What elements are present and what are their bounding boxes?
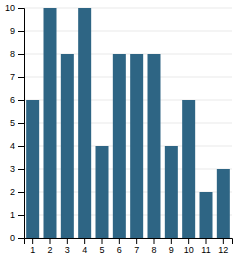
bar: [217, 169, 230, 238]
plot: 012345678910123456789101112: [5, 3, 233, 255]
y-tick-label: 10: [5, 3, 15, 13]
x-tick: 8: [151, 238, 156, 255]
x-tick: 7: [134, 238, 139, 255]
x-tick-label: 2: [47, 245, 52, 255]
y-tick-label: 7: [10, 72, 15, 82]
bar: [113, 54, 126, 238]
y-tick-mark: [18, 77, 24, 78]
y-tick: 0: [10, 233, 24, 243]
y-tick: 10: [5, 3, 24, 13]
x-tick-label: 6: [117, 245, 122, 255]
y-tick-label: 0: [10, 233, 15, 243]
y-axis-line: [18, 9, 25, 239]
y-tick: 1: [10, 210, 24, 220]
y-tick-label: 5: [10, 118, 15, 128]
x-tick: 1: [30, 238, 35, 255]
x-tick: 9: [169, 238, 174, 255]
x-axis: 123456789101112: [25, 238, 233, 255]
x-tick-label: 8: [151, 245, 156, 255]
x-tick: 3: [65, 238, 70, 255]
y-tick-label: 6: [10, 95, 15, 105]
x-tick-mark: [171, 238, 172, 244]
x-tick-mark: [67, 238, 68, 244]
x-tick: 10: [184, 238, 194, 255]
bar: [78, 8, 91, 238]
x-tick-label: 4: [82, 245, 87, 255]
bar: [165, 146, 178, 238]
y-tick-label: 8: [10, 49, 15, 59]
bar: [44, 8, 57, 238]
bar: [200, 192, 213, 238]
x-axis-line: [25, 239, 233, 245]
y-tick: 8: [10, 49, 24, 59]
y-tick-label: 4: [10, 141, 15, 151]
y-tick: 3: [10, 164, 24, 174]
y-tick: 7: [10, 72, 24, 82]
y-tick-label: 2: [10, 187, 15, 197]
x-tick-mark: [84, 238, 85, 244]
x-tick: 12: [218, 238, 228, 255]
x-tick-mark: [102, 238, 103, 244]
grid: [24, 8, 232, 238]
x-tick-label: 1: [30, 245, 35, 255]
x-tick: 6: [117, 238, 122, 255]
y-tick-mark: [18, 169, 24, 170]
x-tick-mark: [154, 238, 155, 244]
y-tick-label: 9: [10, 26, 15, 36]
y-tick-mark: [18, 100, 24, 101]
x-tick-mark: [119, 238, 120, 244]
x-tick-mark: [32, 238, 33, 244]
bar: [61, 54, 74, 238]
y-tick: 2: [10, 187, 24, 197]
y-tick-mark: [18, 123, 24, 124]
chart: 012345678910123456789101112: [0, 0, 240, 258]
y-tick-mark: [18, 238, 24, 239]
bar: [130, 54, 143, 238]
x-tick-label: 10: [184, 245, 194, 255]
x-tick-mark: [223, 238, 224, 244]
y-tick-mark: [18, 8, 24, 9]
y-tick-mark: [18, 192, 24, 193]
x-tick-mark: [188, 238, 189, 244]
x-tick: 5: [99, 238, 104, 255]
bar: [148, 54, 161, 238]
x-tick-label: 3: [65, 245, 70, 255]
y-tick: 9: [10, 26, 24, 36]
y-tick-mark: [18, 146, 24, 147]
y-tick: 4: [10, 141, 24, 151]
y-tick-mark: [18, 54, 24, 55]
bar: [96, 146, 109, 238]
x-tick: 4: [82, 238, 87, 255]
y-tick-mark: [18, 31, 24, 32]
y-tick-label: 3: [10, 164, 15, 174]
x-tick-label: 7: [134, 245, 139, 255]
x-tick-label: 12: [218, 245, 228, 255]
x-tick-label: 5: [99, 245, 104, 255]
x-tick-mark: [136, 238, 137, 244]
x-tick-mark: [50, 238, 51, 244]
y-tick-label: 1: [10, 210, 15, 220]
y-tick: 5: [10, 118, 24, 128]
x-tick: 2: [47, 238, 52, 255]
x-tick-label: 9: [169, 245, 174, 255]
x-tick-mark: [206, 238, 207, 244]
y-tick-mark: [18, 215, 24, 216]
y-axis: 0 1 2 3 4 5 6 7 8 9 10: [5, 3, 25, 243]
bar: [26, 100, 39, 238]
bar: [182, 100, 195, 238]
bars: [26, 8, 230, 238]
x-tick-label: 11: [201, 245, 210, 255]
y-tick: 6: [10, 95, 24, 105]
x-tick: 11: [201, 238, 210, 255]
